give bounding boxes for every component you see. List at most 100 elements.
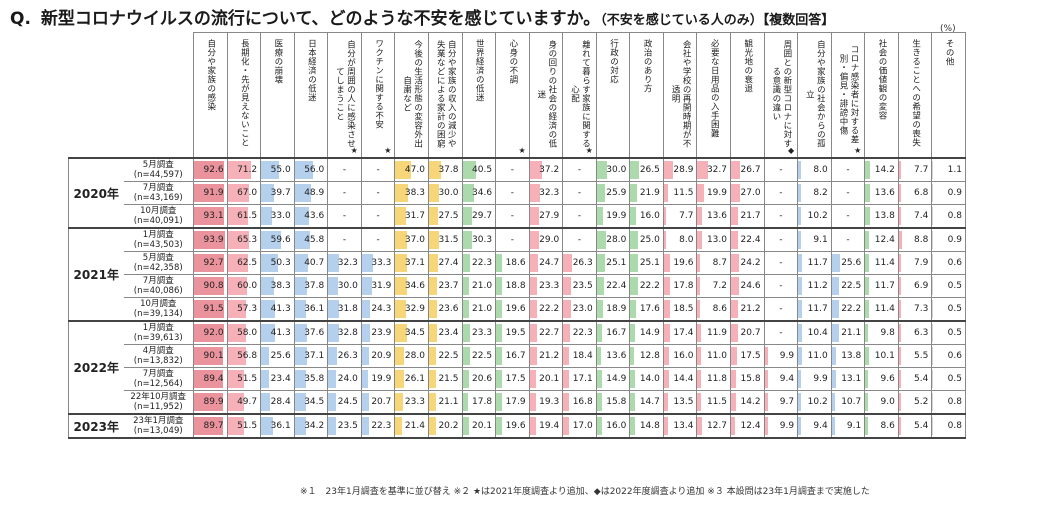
value-bar — [429, 324, 437, 342]
value-cell: 27.4 — [427, 251, 463, 275]
value-cell: 19.5 — [495, 320, 530, 345]
value-text: 37.1 — [404, 258, 425, 268]
column-header-label: 離れて暮らす家族に関する心配 — [569, 40, 591, 148]
value-bar — [395, 393, 403, 411]
value-text: 0.5 — [947, 304, 962, 314]
column-header: 自分が周囲の人に感染させてしまうこと ★ — [327, 32, 362, 159]
table-row: 7月調査 (n=43,169) 91.9 67.0 39.7 48.9 - - 38.3 30.0… — [69, 181, 966, 205]
value-cell: 24.3 — [360, 297, 396, 322]
column-header-label: 周囲との新型コロナに対する意識の違い — [770, 40, 792, 148]
value-text: 91.5 — [203, 304, 224, 314]
value-text: 89.4 — [203, 374, 224, 384]
column-header: 離れて暮らす家族に関する心配 ★ — [562, 32, 597, 159]
value-cell: 21.2 — [528, 344, 564, 368]
value-bar — [664, 254, 671, 272]
value-cell: - — [763, 181, 799, 205]
value-cell: 22.5 — [461, 344, 497, 368]
survey-label: 5月調査 (n=42,358) — [123, 251, 194, 275]
value-text: 93.9 — [203, 235, 224, 245]
value-bar — [228, 254, 248, 272]
value-text: 23.4 — [270, 374, 291, 384]
value-cell: 55.0 — [260, 157, 295, 182]
value-text: 17.1 — [572, 374, 593, 384]
value-cell: 20.1 — [528, 367, 564, 391]
value-bar — [630, 184, 638, 202]
table-row: 2020年 5月調査 (n=44,597) 92.6 71.2 55.0 56.0- -47.… — [68, 157, 966, 229]
value-text: 9.8 — [880, 328, 895, 338]
value-bar — [563, 370, 569, 388]
value-text: 32.9 — [404, 304, 425, 314]
column-header: 行政の対応 — [595, 32, 631, 159]
value-cell: 10.1 — [864, 344, 899, 368]
value-text: 19.9 — [706, 188, 727, 198]
value-text: - — [342, 235, 347, 245]
year-label: 2023年 — [68, 413, 124, 439]
value-text: 31.9 — [371, 281, 392, 291]
value-cell: 32.3 — [327, 251, 362, 275]
value-bar — [429, 161, 442, 179]
value-text: 21.0 — [472, 281, 493, 291]
value-bar — [597, 324, 603, 342]
value-text: 11.0 — [706, 351, 727, 361]
value-text: 26.5 — [639, 165, 660, 175]
value-cell: 0.9 — [931, 227, 966, 252]
value-cell: 5.4 — [897, 413, 933, 439]
value-bar — [899, 417, 901, 435]
value-cell: 21.5 — [427, 367, 463, 391]
value-text: 23.6 — [438, 304, 459, 314]
value-bar — [228, 347, 247, 365]
value-text: 19.6 — [505, 421, 526, 431]
value-text: 34.5 — [404, 328, 425, 338]
value-text: 14.9 — [606, 374, 627, 384]
value-text: 11.7 — [807, 304, 828, 314]
value-cell: 0.6 — [931, 251, 966, 275]
value-text: 6.9 — [914, 281, 929, 291]
value-text: 18.8 — [505, 281, 526, 291]
value-cell: 37.8 — [427, 157, 463, 182]
value-bar — [731, 161, 740, 179]
value-cell: 16.7 — [595, 320, 631, 345]
column-header: 生きることへの希望の喪失 — [897, 32, 933, 159]
survey-sample-size: (n=39,134) — [133, 309, 183, 319]
value-cell: 11.0 — [696, 344, 731, 368]
value-text: 37.8 — [304, 281, 325, 291]
value-cell: - — [763, 320, 799, 345]
value-text: 7.7 — [679, 211, 694, 221]
value-text: 20.9 — [371, 351, 392, 361]
value-cell: 21.1 — [427, 390, 463, 415]
value-cell: 45.8 — [293, 227, 329, 252]
column-header: 今後の生活形態の変容外出自粛など — [394, 32, 429, 159]
survey-sample-size: (n=44,597) — [133, 170, 183, 180]
value-cell: 40.7 — [293, 251, 329, 275]
value-text: 13.8 — [874, 211, 895, 221]
value-cell: 32.3 — [528, 181, 564, 205]
value-cell: 10.2 — [797, 390, 832, 415]
value-cell: 0.5 — [931, 297, 966, 322]
value-cell: - — [562, 227, 597, 252]
value-cell: 9.0 — [864, 390, 899, 415]
value-text: 13.5 — [673, 397, 694, 407]
column-header: 社会の価値観の変容 — [864, 32, 899, 159]
column-header: 日本経済の低迷 — [293, 32, 329, 159]
value-cell: 17.5 — [730, 344, 765, 368]
value-bar — [530, 417, 536, 435]
value-cell: 0.8 — [931, 390, 966, 415]
question-marker: Q. — [10, 9, 31, 29]
value-cell: 31.5 — [427, 227, 463, 252]
value-text: 48.9 — [304, 188, 325, 198]
value-cell: 24.6 — [730, 274, 765, 298]
value-bar — [664, 277, 670, 295]
value-cell: 5.2 — [897, 390, 933, 415]
value-cell: - — [495, 181, 530, 205]
value-cell: 28.4 — [260, 390, 295, 415]
value-cell: 8.6 — [696, 297, 731, 322]
value-text: 31.8 — [337, 304, 358, 314]
value-cell: 10.2 — [797, 204, 832, 229]
value-cell: 16.0 — [662, 344, 698, 368]
value-text: 7.4 — [914, 211, 929, 221]
value-cell: 9.4 — [763, 367, 799, 391]
value-text: 71.2 — [237, 165, 258, 175]
value-bar — [597, 370, 602, 388]
value-cell: 56.8 — [226, 344, 262, 368]
value-bar — [328, 300, 339, 318]
